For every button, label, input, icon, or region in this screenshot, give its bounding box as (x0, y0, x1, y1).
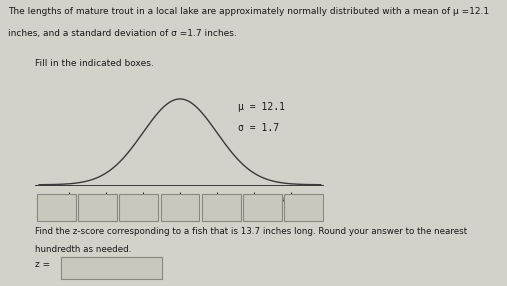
FancyBboxPatch shape (119, 194, 158, 221)
Text: inches, and a standard deviation of σ =1.7 inches.: inches, and a standard deviation of σ =1… (8, 29, 236, 37)
Text: The lengths of mature trout in a local lake are approximately normally distribut: The lengths of mature trout in a local l… (8, 7, 489, 16)
Text: Fill in the indicated boxes.: Fill in the indicated boxes. (35, 59, 154, 67)
Text: μ = 12.1: μ = 12.1 (238, 102, 285, 112)
Text: σ = 1.7: σ = 1.7 (238, 123, 279, 133)
FancyBboxPatch shape (202, 194, 241, 221)
Text: Find the z-score corresponding to a fish that is 13.7 inches long. Round your an: Find the z-score corresponding to a fish… (35, 227, 467, 236)
FancyBboxPatch shape (78, 194, 117, 221)
FancyBboxPatch shape (243, 194, 282, 221)
FancyBboxPatch shape (37, 194, 76, 221)
FancyBboxPatch shape (284, 194, 323, 221)
FancyBboxPatch shape (161, 194, 199, 221)
Text: hundredth as needed.: hundredth as needed. (35, 245, 132, 253)
Text: z =: z = (35, 260, 51, 269)
